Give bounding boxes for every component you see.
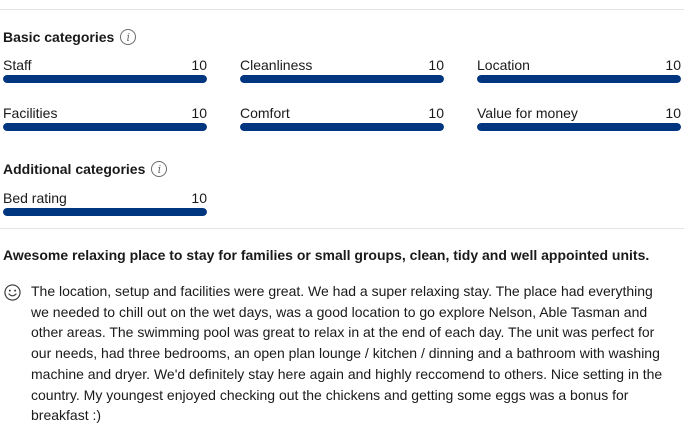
score-staff: Staff 10 (3, 57, 207, 83)
score-label: Facilities (3, 105, 58, 121)
additional-categories-heading: Additional categories i (3, 161, 168, 177)
score-bar (240, 75, 444, 83)
score-value: 10 (665, 105, 681, 121)
score-value-for-money: Value for money 10 (477, 105, 681, 131)
score-bar (3, 75, 207, 83)
basic-categories-title: Basic categories (3, 29, 115, 45)
score-label: Staff (3, 57, 32, 73)
smile-icon (4, 284, 21, 301)
score-label: Value for money (477, 105, 578, 121)
score-bar-fill (240, 123, 444, 131)
score-location: Location 10 (477, 57, 681, 83)
score-bed-rating: Bed rating 10 (3, 190, 207, 216)
info-icon[interactable]: i (151, 161, 168, 177)
score-bar (3, 208, 207, 216)
score-bar-fill (3, 75, 207, 83)
score-bar-fill (3, 208, 207, 216)
score-value: 10 (428, 105, 444, 121)
score-comfort: Comfort 10 (240, 105, 444, 131)
score-bar-fill (3, 123, 207, 131)
score-value: 10 (665, 57, 681, 73)
basic-categories-heading: Basic categories i (3, 29, 137, 45)
score-facilities: Facilities 10 (3, 105, 207, 131)
score-label: Cleanliness (240, 57, 313, 73)
info-icon[interactable]: i (120, 29, 137, 45)
score-cleanliness: Cleanliness 10 (240, 57, 444, 83)
top-divider (0, 9, 684, 10)
score-bar (477, 123, 681, 131)
review-positive-text: The location, setup and facilities were … (31, 283, 663, 424)
score-bar (3, 123, 207, 131)
section-divider (0, 228, 684, 229)
additional-categories-title: Additional categories (3, 161, 146, 177)
score-bar (477, 75, 681, 83)
score-value: 10 (191, 190, 207, 206)
score-bar-fill (477, 123, 681, 131)
score-value: 10 (191, 57, 207, 73)
score-value: 10 (191, 105, 207, 121)
score-bar (240, 123, 444, 131)
score-bar-fill (477, 75, 681, 83)
score-value: 10 (428, 57, 444, 73)
score-label: Comfort (240, 105, 290, 121)
score-label: Bed rating (3, 190, 67, 206)
review-title: Awesome relaxing place to stay for famil… (3, 247, 650, 263)
score-bar-fill (240, 75, 444, 83)
score-label: Location (477, 57, 530, 73)
